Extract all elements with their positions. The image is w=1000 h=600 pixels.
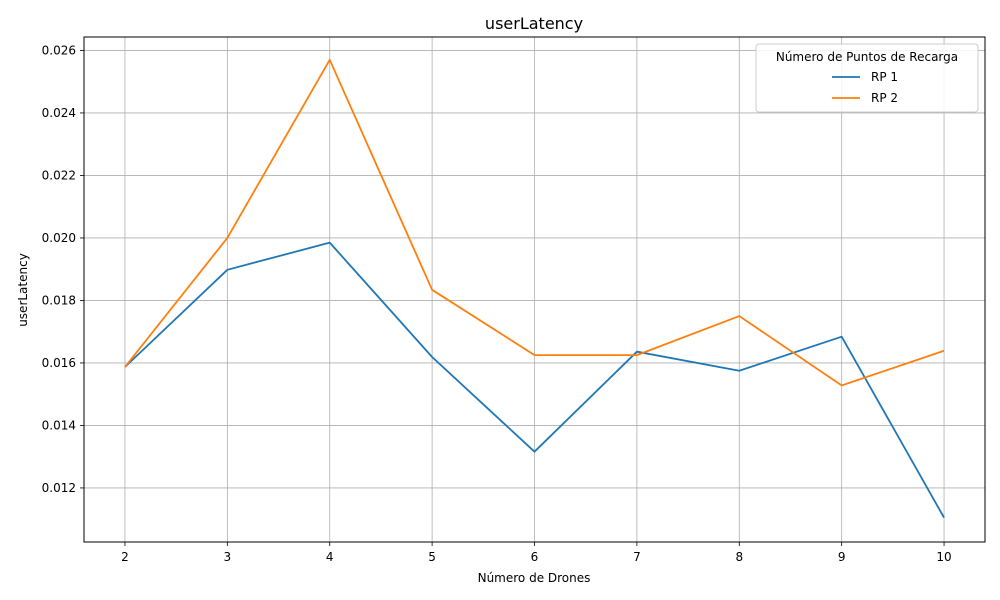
x-tick-label: 7 xyxy=(633,550,641,564)
chart-title: userLatency xyxy=(485,14,583,33)
y-axis-ticks: 0.012 0.014 0.016 0.018 0.020 0.022 0.024 0.026 xyxy=(42,43,84,495)
y-axis-label: userLatency xyxy=(16,253,30,327)
grid xyxy=(84,37,985,542)
y-tick-label: 0.024 xyxy=(42,106,76,120)
y-tick-label: 0.020 xyxy=(42,231,76,245)
x-tick-label: 10 xyxy=(936,550,951,564)
x-tick-label: 4 xyxy=(326,550,334,564)
legend-label-rp2: RP 2 xyxy=(871,91,898,105)
y-tick-label: 0.012 xyxy=(42,481,76,495)
y-tick-label: 0.022 xyxy=(42,168,76,182)
legend-title: Número de Puntos de Recarga xyxy=(776,50,958,64)
x-tick-label: 3 xyxy=(224,550,232,564)
series-lines xyxy=(124,58,945,519)
series-line-rp2 xyxy=(124,58,945,387)
x-tick-label: 5 xyxy=(428,550,436,564)
y-tick-label: 0.018 xyxy=(42,293,76,307)
x-tick-label: 2 xyxy=(121,550,129,564)
x-axis-label: Número de Drones xyxy=(478,571,591,585)
x-tick-label: 6 xyxy=(531,550,539,564)
x-axis-ticks: 2 3 4 5 6 7 8 9 10 xyxy=(121,542,952,564)
series-line-rp1 xyxy=(124,241,945,519)
x-tick-label: 8 xyxy=(735,550,743,564)
y-tick-label: 0.016 xyxy=(42,356,76,370)
legend-label-rp1: RP 1 xyxy=(871,70,898,84)
y-tick-label: 0.026 xyxy=(42,43,76,57)
y-tick-label: 0.014 xyxy=(42,418,76,432)
legend: Número de Puntos de Recarga RP 1 RP 2 xyxy=(755,43,979,113)
legend-box xyxy=(755,43,979,113)
x-tick-label: 9 xyxy=(838,550,846,564)
